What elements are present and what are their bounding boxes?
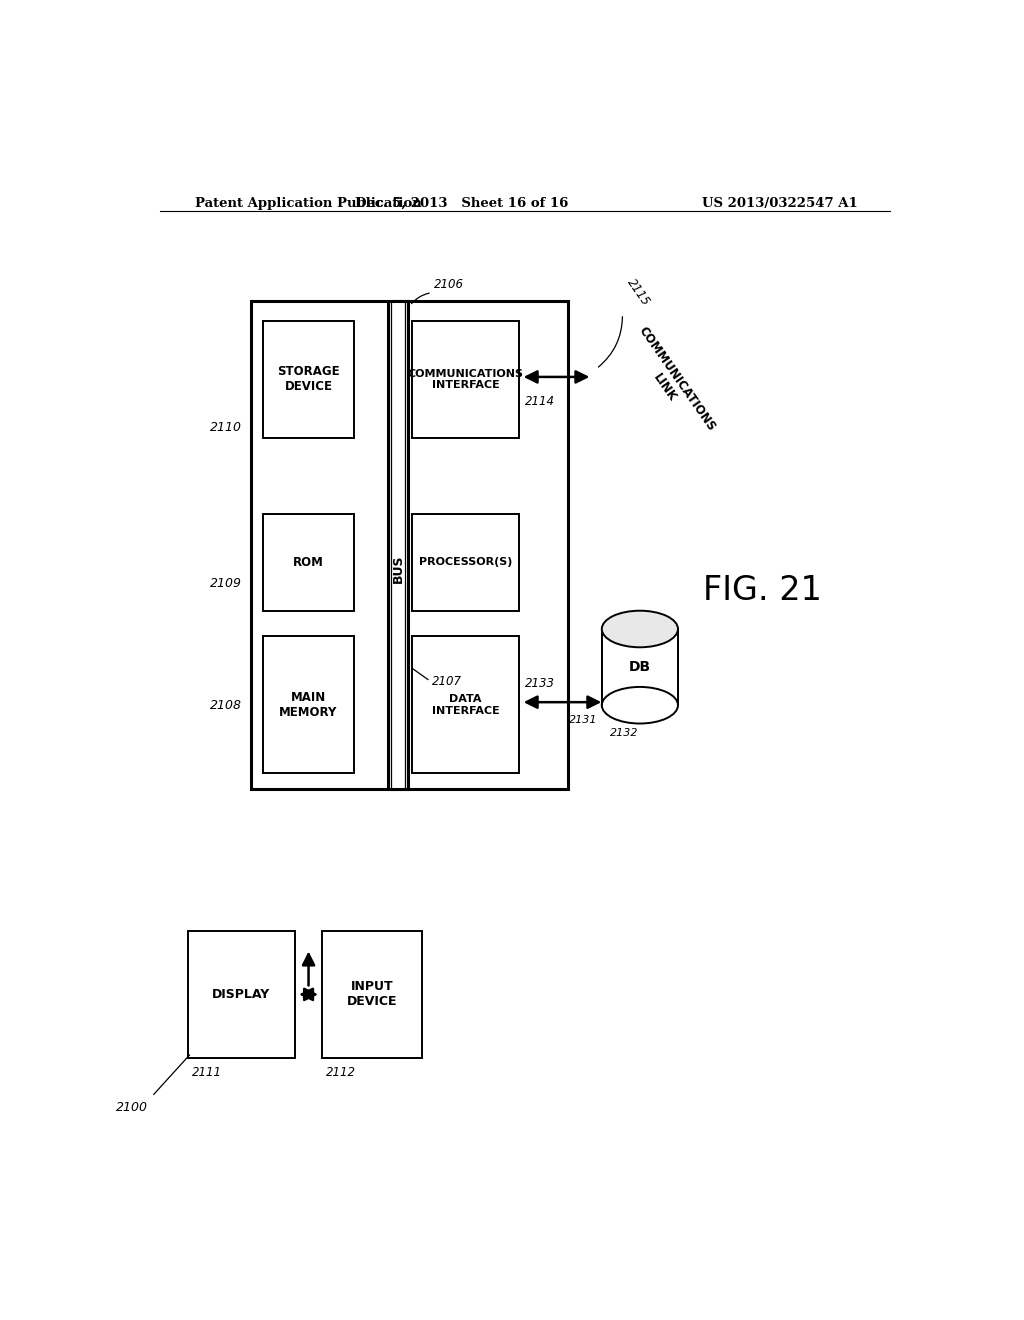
- FancyBboxPatch shape: [412, 321, 519, 438]
- FancyBboxPatch shape: [251, 301, 568, 788]
- FancyBboxPatch shape: [263, 515, 354, 611]
- Ellipse shape: [602, 611, 678, 647]
- Text: 2111: 2111: [191, 1067, 221, 1078]
- FancyBboxPatch shape: [412, 515, 519, 611]
- Text: DATA
INTERFACE: DATA INTERFACE: [432, 694, 500, 715]
- Text: DB: DB: [629, 660, 651, 675]
- Text: MAIN
MEMORY: MAIN MEMORY: [280, 690, 338, 718]
- Text: 2133: 2133: [524, 677, 555, 690]
- Text: 2108: 2108: [210, 700, 242, 711]
- Text: COMMUNICATIONS
INTERFACE: COMMUNICATIONS INTERFACE: [408, 368, 523, 391]
- FancyBboxPatch shape: [323, 931, 422, 1057]
- Ellipse shape: [602, 686, 678, 723]
- Text: 2110: 2110: [210, 421, 242, 434]
- Ellipse shape: [602, 611, 678, 647]
- Text: 2115: 2115: [624, 276, 652, 308]
- Text: INPUT
DEVICE: INPUT DEVICE: [347, 981, 397, 1008]
- Text: BUS: BUS: [392, 554, 404, 583]
- Text: 2114: 2114: [524, 395, 555, 408]
- FancyBboxPatch shape: [412, 636, 519, 774]
- Text: COMMUNICATIONS
LINK: COMMUNICATIONS LINK: [624, 325, 718, 442]
- Text: PROCESSOR(S): PROCESSOR(S): [419, 557, 512, 568]
- Text: 2100: 2100: [116, 1101, 147, 1114]
- Text: STORAGE
DEVICE: STORAGE DEVICE: [278, 366, 340, 393]
- Text: 2132: 2132: [609, 727, 638, 738]
- FancyBboxPatch shape: [388, 301, 409, 788]
- Text: Dec. 5, 2013   Sheet 16 of 16: Dec. 5, 2013 Sheet 16 of 16: [354, 197, 568, 210]
- FancyBboxPatch shape: [263, 321, 354, 438]
- FancyBboxPatch shape: [263, 636, 354, 774]
- Text: 2131: 2131: [569, 715, 598, 726]
- Polygon shape: [602, 630, 678, 705]
- Text: 2112: 2112: [327, 1067, 356, 1078]
- Text: ROM: ROM: [293, 556, 324, 569]
- Text: 2107: 2107: [432, 675, 462, 688]
- Text: US 2013/0322547 A1: US 2013/0322547 A1: [702, 197, 858, 210]
- Text: DISPLAY: DISPLAY: [212, 987, 270, 1001]
- Text: 2106: 2106: [433, 277, 464, 290]
- Text: Patent Application Publication: Patent Application Publication: [196, 197, 422, 210]
- FancyBboxPatch shape: [187, 931, 295, 1057]
- Text: FIG. 21: FIG. 21: [703, 574, 822, 607]
- Text: 2109: 2109: [210, 577, 242, 590]
